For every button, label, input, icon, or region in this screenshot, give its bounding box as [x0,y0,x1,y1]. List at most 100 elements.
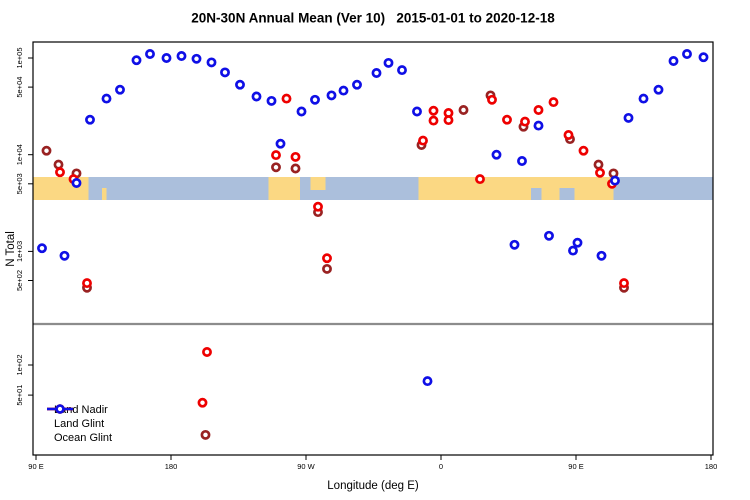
series-land-nadir [41,90,629,440]
map-strip-land [268,177,300,200]
x-tick-label: 90 E [568,462,583,471]
data-point [281,93,292,104]
data-point [202,347,212,357]
y-tick-label: 5e+03 [15,173,24,194]
ocean-glint-marker-icon [47,404,73,414]
data-point [53,159,64,170]
data-point [578,145,589,156]
data-point [698,52,709,63]
y-tick-label: 1e+03 [15,241,24,262]
data-point [428,115,439,126]
y-tick-label: 1e+05 [15,47,24,68]
data-point [275,138,286,149]
y-tick-label: 1e+02 [15,354,24,375]
data-point [593,159,604,170]
map-strip-ocean-notch [531,188,542,200]
plot-border [32,41,714,456]
data-point [101,93,112,104]
data-point [176,51,187,61]
data-point [326,90,337,101]
data-point [533,105,544,115]
data-point [595,167,605,178]
data-point [197,397,208,408]
data-point [520,116,530,127]
data-point [418,135,428,146]
data-point [338,85,349,96]
data-point [533,120,544,131]
legend-item-land-glint: Land Glint [46,404,112,431]
data-point [41,145,52,156]
legend-label-land-glint: Land Glint [54,418,105,430]
data-point [200,429,211,440]
data-point [145,49,155,59]
x-tick-label: 90 E [28,462,43,471]
data-point [313,201,323,212]
data-point [568,245,578,256]
data-point [610,175,620,186]
data-point [115,84,125,95]
data-point [563,130,574,140]
data-point [322,253,332,264]
data-point [383,57,394,68]
data-point [220,67,230,78]
data-point [161,53,172,63]
data-point [517,156,527,166]
map-strip-land [310,177,326,190]
map-strip-ocean-notch [559,188,575,200]
series-ocean-glint [37,49,709,387]
data-point [668,56,679,66]
data-point [487,94,497,105]
map-strip-land [102,188,107,200]
data-point [290,163,301,174]
x-tick-label: 0 [439,462,443,471]
data-point [271,150,281,161]
data-point [572,237,583,248]
data-point [428,105,439,116]
x-axis-label: Longitude (deg E) [327,480,419,492]
data-point [509,239,520,250]
legend: Land Nadir Land Glint Ocean Glint [46,403,112,445]
data-point [412,106,422,117]
data-point [322,263,332,274]
legend-label-land-nadir: Land Nadir [54,404,108,416]
y-axis-label: N Total [5,231,17,267]
data-point [371,68,382,78]
data-point [59,250,70,261]
data-point [422,376,433,387]
x-tick-label: 90 W [297,462,315,471]
y-tick-label: 5e+04 [15,77,24,98]
data-point [85,114,95,125]
data-point [55,167,65,178]
data-point [71,178,82,188]
data-point [271,162,281,173]
legend-item-ocean-glint: Ocean Glint [46,404,113,445]
y-tick-label: 1e+04 [15,144,24,165]
data-point [310,94,320,105]
data-point [251,91,262,102]
data-point [206,57,217,68]
data-point [458,105,469,115]
data-point [638,93,649,104]
data-point [544,230,554,241]
data-point [290,151,301,162]
x-tick-label: 180 [165,462,178,471]
map-strip-land [418,177,614,200]
y-tick-label: 5e+01 [15,385,24,406]
data-point [596,250,607,261]
x-tick-label: 180 [705,462,718,471]
data-point [619,278,629,289]
data-point [653,84,664,95]
legend-label-ocean-glint: Ocean Glint [54,432,113,444]
data-point [82,278,92,289]
data-point [502,114,512,125]
data-point [296,106,307,117]
data-point [191,53,202,64]
data-point [623,112,634,123]
data-point [443,115,454,126]
data-point [491,149,502,160]
data-point [235,79,245,90]
y-tick-label: 5e+02 [15,270,24,291]
data-point [475,174,485,185]
